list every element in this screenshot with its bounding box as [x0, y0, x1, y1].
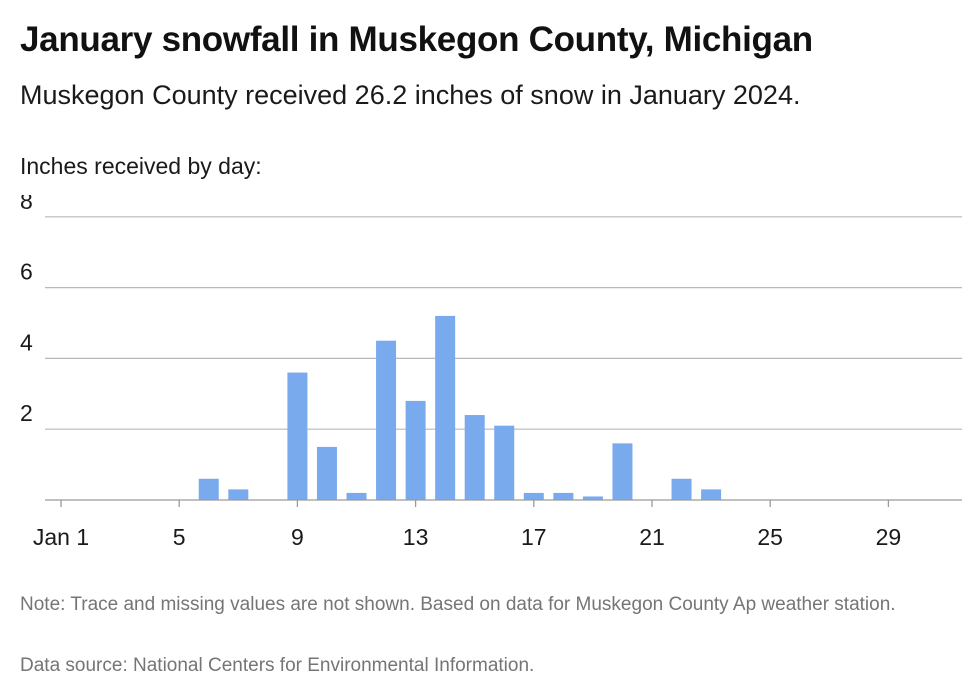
x-tick-label: 25: [757, 524, 783, 550]
x-axis-ticks: Jan 1 5 9 13 17 21 25 29: [33, 500, 901, 550]
bar-day-22: [671, 478, 692, 500]
bar-day-13: [405, 400, 426, 500]
bar-day-10: [316, 446, 337, 500]
bar-day-12: [376, 340, 397, 500]
data-source: Data source: National Centers for Enviro…: [20, 655, 535, 676]
x-tick-label: 13: [403, 524, 429, 550]
chart-note: Note: Trace and missing values are not s…: [20, 594, 896, 615]
bars: [198, 315, 722, 500]
bar-day-17: [523, 492, 544, 500]
chart-title: January snowfall in Muskegon County, Mic…: [20, 20, 813, 59]
bar-day-18: [553, 492, 574, 500]
y-axis-label: Inches received by day:: [20, 153, 262, 179]
x-tick-label: 5: [173, 524, 186, 550]
bar-day-7: [228, 489, 249, 500]
bar-day-16: [494, 425, 515, 500]
bar-day-9: [287, 372, 308, 500]
y-tick-label: 8: [20, 195, 33, 214]
y-tick-label: 4: [20, 329, 33, 355]
y-axis-ticks: 2 4 6 8: [20, 195, 33, 426]
bar-day-11: [346, 492, 367, 500]
chart-subtitle: Muskegon County received 26.2 inches of …: [20, 80, 801, 110]
bar-day-15: [464, 415, 485, 500]
x-tick-label: 29: [876, 524, 902, 550]
x-tick-label: 9: [291, 524, 304, 550]
x-tick-label: 21: [639, 524, 665, 550]
y-tick-label: 2: [20, 400, 33, 426]
bar-day-20: [612, 443, 633, 500]
bar-day-23: [701, 489, 722, 500]
y-tick-label: 6: [20, 259, 33, 285]
bar-day-14: [435, 315, 456, 500]
x-tick-label: 17: [521, 524, 547, 550]
snowfall-bar-chart: 2 4 6 8 Jan 1 5 9 13 17 21 25 29: [20, 195, 962, 550]
bar-day-6: [198, 478, 219, 500]
bar-day-19: [582, 496, 603, 500]
x-tick-label: Jan 1: [33, 524, 89, 550]
gridlines: [45, 216, 962, 430]
